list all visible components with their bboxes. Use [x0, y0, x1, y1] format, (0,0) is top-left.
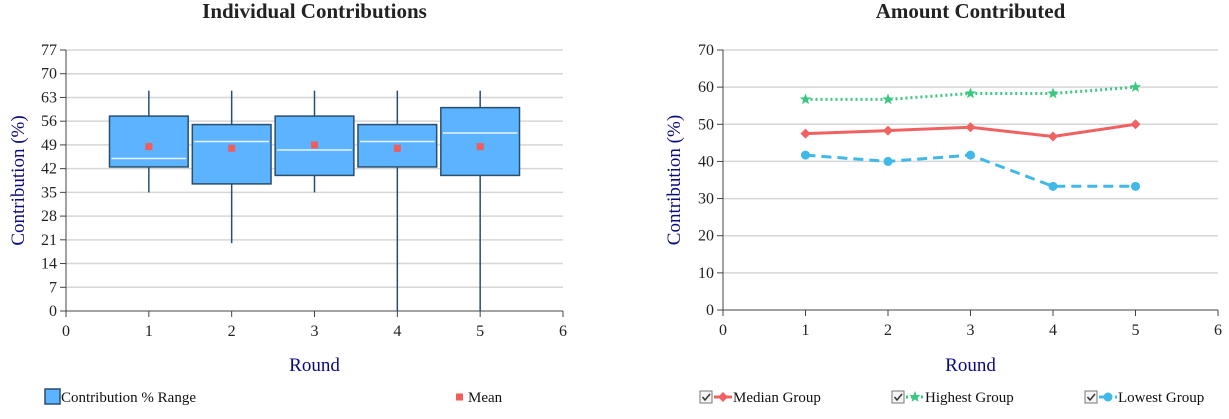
y-tick-label: 49	[41, 137, 57, 154]
y-tick-label: 28	[41, 208, 57, 225]
x-axis-label: Round	[945, 355, 996, 376]
y-tick-label: 42	[41, 161, 57, 178]
y-tick-label: 40	[698, 153, 714, 170]
y-tick-label: 50	[698, 116, 714, 133]
y-tick-label: 20	[698, 228, 714, 245]
legend-label: Highest Group	[925, 390, 1014, 406]
mean-marker	[476, 143, 484, 151]
legend-swatch-range	[44, 388, 61, 405]
x-tick-label: 5	[476, 323, 484, 340]
legend-label-range: Contribution % Range	[61, 390, 196, 406]
legend-checkbox	[891, 390, 905, 404]
y-tick-label: 77	[41, 42, 57, 59]
series-point	[1130, 119, 1141, 130]
chart-title: Amount Contributed	[876, 0, 1066, 23]
legend-check-icon	[701, 393, 711, 402]
legend-label: Median Group	[733, 390, 821, 406]
series-point	[964, 87, 977, 99]
x-tick-label: 1	[802, 322, 810, 339]
y-tick-label: 7	[49, 279, 57, 296]
x-tick-label: 3	[967, 322, 975, 339]
series-point	[1048, 131, 1058, 142]
series-point	[800, 128, 811, 139]
x-tick-label: 1	[145, 323, 153, 340]
x-tick-label: 4	[393, 323, 401, 340]
y-tick-label: 70	[41, 66, 57, 83]
series-point	[801, 150, 810, 160]
y-tick-label: 30	[698, 191, 714, 208]
mean-marker	[393, 144, 401, 152]
y-tick-label: 21	[41, 232, 57, 249]
y-tick-label: 10	[698, 265, 714, 282]
series-line-2	[805, 153, 1136, 188]
x-tick-label: 4	[1049, 322, 1057, 339]
series-point	[799, 93, 812, 105]
y-tick-label: 70	[698, 42, 714, 59]
legend-check-icon	[1086, 393, 1096, 402]
series-point	[882, 93, 894, 105]
y-tick-label: 35	[41, 184, 57, 201]
mean-marker	[145, 143, 153, 151]
y-tick-label: 0	[706, 302, 714, 319]
x-tick-label: 2	[228, 323, 236, 340]
legend-checkbox	[1084, 390, 1098, 404]
box-round-1	[108, 115, 189, 168]
y-tick-label: 0	[49, 303, 57, 320]
y-tick-label: 60	[698, 79, 714, 96]
x-tick-label: 0	[62, 323, 70, 340]
legend-marker	[909, 391, 921, 402]
legend-label: Lowest Group	[1118, 390, 1204, 406]
y-tick-label: 56	[41, 113, 57, 130]
x-tick-label: 2	[884, 322, 892, 339]
series-point	[1131, 181, 1140, 191]
y-axis-label: Contribution (%)	[664, 115, 685, 245]
mean-marker	[311, 141, 318, 149]
legend-marker	[718, 392, 728, 402]
legend-marker	[1103, 392, 1113, 402]
series-point	[1129, 81, 1142, 92]
series-point	[965, 122, 976, 133]
box-round-4	[357, 123, 438, 168]
x-axis-label: Round	[289, 355, 340, 376]
series-point	[883, 156, 893, 166]
x-tick-label: 3	[311, 323, 319, 340]
x-tick-label: 0	[719, 322, 727, 339]
series-point	[1048, 181, 1058, 191]
box-round-2	[191, 123, 272, 185]
legend-swatch-mean	[456, 393, 463, 401]
series-point	[883, 125, 893, 136]
series-point	[966, 150, 975, 160]
y-tick-label: 14	[41, 256, 57, 273]
chart-title: Individual Contributions	[202, 0, 427, 23]
x-tick-label: 6	[559, 323, 567, 340]
y-axis-label: Contribution (%)	[8, 115, 29, 245]
mean-marker	[228, 144, 236, 152]
series-point	[1047, 87, 1059, 99]
x-tick-label: 5	[1132, 322, 1140, 339]
legend-label-mean: Mean	[468, 390, 503, 406]
legend-check-icon	[893, 393, 903, 402]
y-tick-label: 63	[41, 89, 57, 106]
legend-checkbox	[699, 390, 713, 404]
x-tick-label: 6	[1214, 322, 1222, 339]
box-round-5	[440, 106, 521, 177]
